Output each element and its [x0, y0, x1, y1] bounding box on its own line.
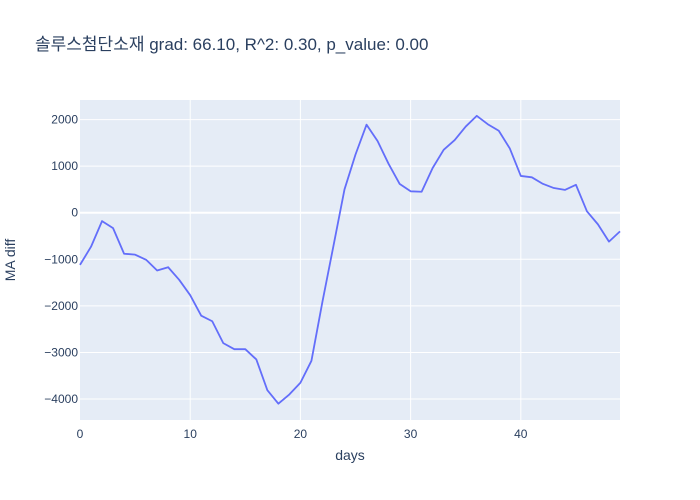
series-layer	[79, 114, 621, 405]
x-axis-title: days	[335, 447, 365, 463]
x-axis-ticks: 0 10 20 30 40	[77, 427, 528, 441]
grid-lines	[80, 100, 620, 420]
y-axis-title: MA diff	[2, 239, 18, 282]
y-tick-label: 2000	[51, 113, 78, 127]
y-tick-label: 0	[71, 206, 78, 220]
y-tick-label: −4000	[44, 392, 78, 406]
x-tick-label: 40	[514, 427, 528, 441]
y-tick-label: 1000	[51, 159, 78, 173]
y-tick-label: −3000	[44, 345, 78, 359]
chart-title: 솔루스첨단소재 grad: 66.10, R^2: 0.30, p_value:…	[35, 35, 428, 54]
y-tick-label: −2000	[44, 299, 78, 313]
plot-area	[80, 100, 620, 420]
x-tick-label: 10	[184, 427, 198, 441]
series-line	[79, 114, 621, 405]
x-tick-label: 20	[294, 427, 308, 441]
x-tick-label: 0	[77, 427, 84, 441]
y-axis-ticks: −4000 −3000 −2000 −1000 0 1000 2000	[44, 113, 78, 406]
x-tick-label: 30	[404, 427, 418, 441]
y-tick-label: −1000	[44, 252, 78, 266]
